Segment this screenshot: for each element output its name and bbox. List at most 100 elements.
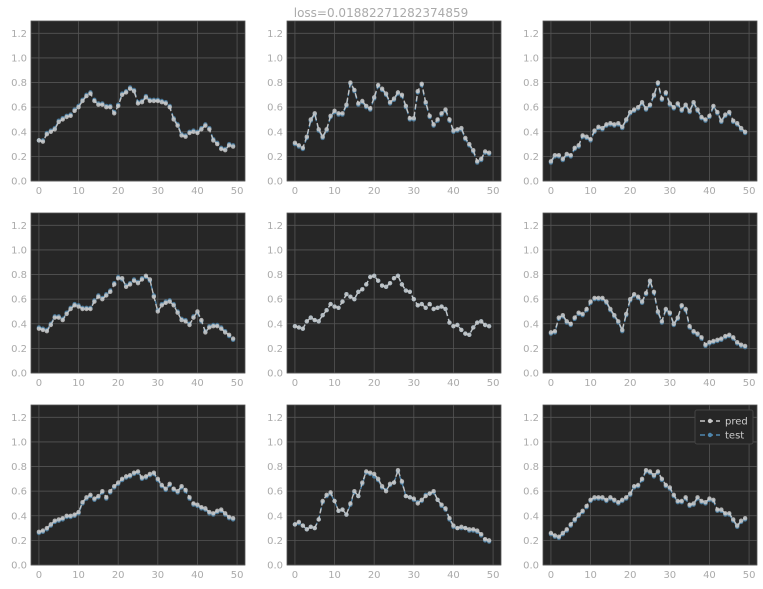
point-pred	[482, 149, 488, 154]
point-pred	[707, 113, 712, 118]
point-pred	[292, 140, 298, 146]
subplot-3: 0.0 0.2 0.4 0.6 0.8 1.0 1.2 0 10 20 30 40 50	[523, 20, 758, 197]
point-pred	[463, 525, 468, 531]
point-pred	[379, 484, 385, 489]
y-tick-label: 1.0	[267, 53, 283, 64]
point-pred	[332, 304, 337, 309]
x-tick-label: 0	[292, 186, 298, 197]
point-pred	[383, 91, 389, 96]
x-tick-label: 30	[407, 378, 420, 389]
y-tick-label: 0.6	[267, 103, 283, 114]
point-pred	[478, 532, 484, 537]
point-pred	[352, 296, 357, 302]
y-tick-label: 0.4	[11, 319, 27, 330]
point-pred	[715, 337, 720, 342]
point-pred	[222, 148, 228, 153]
point-pred	[478, 319, 484, 324]
point-pred	[92, 299, 97, 304]
y-tick-label: 0.8	[11, 462, 27, 473]
point-pred	[616, 500, 621, 505]
point-pred	[104, 104, 109, 110]
point-pred	[572, 517, 577, 522]
y-tick-label: 1.0	[11, 53, 27, 64]
subplot-7: 0.0 0.2 0.4 0.6 0.8 1.0 1.2 0 10 20 30 40 50	[11, 404, 246, 581]
legend-marker-test	[707, 432, 713, 438]
point-pred	[731, 517, 736, 522]
y-tick-label: 0.0	[11, 369, 27, 380]
point-pred	[44, 525, 50, 531]
point-pred	[588, 299, 593, 304]
point-pred	[635, 294, 641, 299]
point-pred	[171, 303, 176, 308]
point-pred	[415, 501, 420, 506]
point-pred	[159, 303, 164, 308]
point-pred	[403, 288, 409, 293]
y-tick-label: 0.0	[523, 561, 539, 572]
point-pred	[478, 156, 484, 162]
point-pred	[183, 487, 188, 493]
point-pred	[340, 111, 345, 116]
point-pred	[616, 120, 621, 126]
point-pred	[171, 486, 176, 491]
x-tick-label: 20	[368, 570, 381, 581]
point-pred	[104, 495, 109, 500]
point-pred	[226, 143, 232, 148]
point-pred	[727, 109, 732, 115]
legend-label-test: test	[725, 431, 744, 442]
x-tick-label: 50	[487, 570, 500, 581]
point-pred	[187, 130, 192, 136]
point-pred	[671, 104, 676, 110]
point-pred	[135, 101, 141, 106]
point-pred	[387, 481, 393, 486]
point-pred	[719, 336, 724, 341]
point-pred	[211, 324, 216, 329]
y-tick-label: 1.2	[523, 29, 539, 40]
point-pred	[72, 512, 77, 517]
point-pred	[80, 98, 85, 104]
y-tick-label: 0.6	[11, 103, 27, 114]
point-pred	[167, 299, 172, 304]
point-pred	[439, 111, 444, 116]
point-pred	[195, 502, 200, 507]
point-pred	[171, 117, 176, 122]
y-tick-label: 1.2	[11, 221, 27, 232]
point-pred	[703, 117, 708, 122]
y-tick-label: 0.6	[523, 103, 539, 114]
point-pred	[663, 482, 669, 488]
y-tick-label: 0.0	[11, 561, 27, 572]
point-pred	[548, 530, 554, 536]
point-pred	[112, 282, 117, 287]
x-tick-label: 30	[151, 378, 164, 389]
point-pred	[463, 135, 468, 141]
point-pred	[143, 273, 149, 278]
point-pred	[155, 476, 161, 482]
point-pred	[727, 511, 732, 516]
point-pred	[742, 129, 748, 134]
point-pred	[604, 122, 609, 127]
y-tick-label: 1.2	[267, 221, 283, 232]
point-pred	[427, 113, 432, 118]
x-tick-label: 50	[231, 186, 244, 197]
point-pred	[572, 315, 577, 320]
x-tick-label: 20	[624, 378, 637, 389]
point-pred	[40, 327, 46, 333]
point-pred	[612, 312, 617, 318]
point-pred	[620, 497, 625, 502]
point-pred	[332, 108, 337, 114]
point-pred	[624, 117, 629, 122]
point-pred	[651, 472, 657, 478]
point-pred	[371, 95, 377, 100]
point-pred	[580, 508, 585, 514]
point-pred	[163, 101, 168, 106]
point-pred	[679, 107, 684, 112]
point-pred	[195, 309, 200, 314]
y-tick-label: 1.0	[11, 245, 27, 256]
point-pred	[167, 481, 172, 486]
point-pred	[715, 507, 720, 512]
point-pred	[48, 129, 54, 134]
point-pred	[348, 294, 353, 299]
point-pred	[60, 516, 65, 521]
point-pred	[368, 106, 373, 111]
point-pred	[663, 90, 669, 95]
y-tick-label: 1.2	[523, 221, 539, 232]
